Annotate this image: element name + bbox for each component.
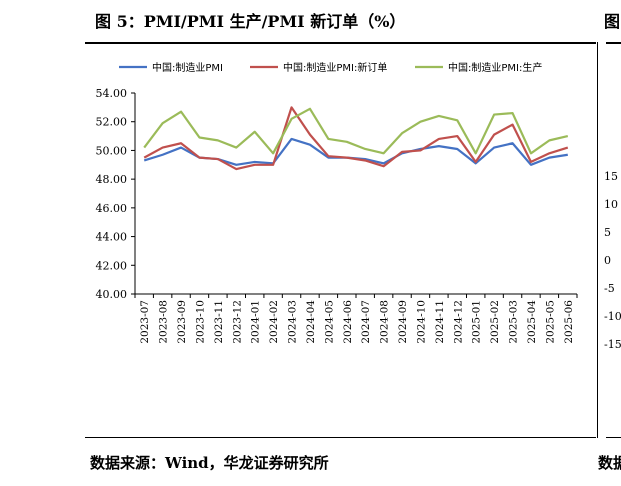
x-tick-label: 2023-12 [231, 300, 243, 344]
right-data-source-fragment: 数据 [598, 454, 621, 472]
x-tick-label: 2025-05 [544, 300, 556, 344]
series-line-3 [143, 107, 569, 155]
x-tick-label: 2023-11 [213, 300, 225, 344]
x-tick-label: 2024-06 [342, 300, 354, 344]
right-figure-title-fragment: 图 [604, 12, 621, 31]
pmi-line-chart: 中国:制造业PMI 中国:制造业PMI:新订单 中国:制造业PMI:生产 40.00… [96, 61, 578, 344]
x-tick-label: 2024-03 [287, 300, 299, 344]
x-tick-label: 2024-07 [360, 300, 372, 344]
x-axis: 2023-07 2023-08 2023-09 2023-10 2023-11 2023-… [134, 293, 578, 344]
y-tick-label: 50.00 [96, 144, 128, 157]
right-panel-tick-label: -15 [604, 338, 621, 351]
right-panel-tick-label: -10 [604, 310, 621, 323]
chart-legend: 中国:制造业PMI 中国:制造业PMI:新订单 中国:制造业PMI:生产 [119, 61, 542, 74]
y-tick-label: 52.00 [96, 116, 128, 129]
x-tick-label: 2024-08 [379, 300, 391, 344]
panel-divider [597, 42, 598, 438]
right-panel-tick-label: 15 [604, 170, 618, 183]
right-top-rule [606, 42, 621, 44]
x-tick-label: 2023-09 [176, 300, 188, 344]
x-tick-label: 2024-11 [434, 300, 446, 344]
right-panel-tick-label: 0 [604, 254, 611, 267]
legend-label-3: 中国:制造业PMI:生产 [448, 61, 542, 74]
right-panel-tick-label: 5 [604, 226, 611, 239]
figure-title: 图 5：PMI/PMI 生产/PMI 新订单（%） [95, 12, 406, 31]
series-line-2 [143, 106, 569, 171]
legend-label-1: 中国:制造业PMI [152, 61, 223, 74]
series-line-1 [143, 137, 568, 166]
x-tick-label: 2024-10 [415, 300, 427, 344]
x-tick-label: 2023-10 [194, 300, 206, 344]
x-tick-label: 2025-02 [489, 300, 501, 344]
y-tick-label: 46.00 [96, 202, 128, 215]
y-axis: 40.00 42.00 44.00 46.00 48.00 50.00 52.00 54.00 [96, 87, 136, 301]
right-panel-tick-label: -5 [604, 282, 615, 295]
series-lines [143, 106, 569, 171]
x-tick-label: 2025-01 [471, 300, 483, 344]
x-tick-label: 2024-04 [305, 300, 317, 344]
y-tick-label: 44.00 [96, 231, 128, 244]
x-tick-label: 2024-05 [323, 300, 335, 344]
x-tick-label: 2024-02 [268, 300, 280, 344]
right-panel-tick-label: 10 [604, 198, 618, 211]
top-rule [85, 42, 596, 44]
x-tick-label: 2024-09 [397, 300, 409, 344]
x-tick-label: 2025-06 [563, 300, 575, 344]
x-tick-label: 2023-07 [139, 300, 151, 344]
bottom-rule [85, 437, 596, 438]
y-tick-label: 48.00 [96, 173, 128, 186]
y-tick-label: 54.00 [96, 87, 128, 100]
y-tick-label: 40.00 [96, 288, 128, 301]
x-tick-label: 2023-08 [158, 300, 170, 344]
data-source: 数据来源：Wind，华龙证券研究所 [90, 454, 329, 472]
y-tick-label: 42.00 [96, 259, 128, 272]
right-bottom-rule [606, 437, 621, 438]
legend-label-2: 中国:制造业PMI:新订单 [283, 61, 387, 74]
x-tick-label: 2024-12 [452, 300, 464, 344]
x-tick-label: 2024-01 [250, 300, 262, 344]
x-tick-label: 2025-03 [508, 300, 520, 344]
x-tick-label: 2025-04 [526, 300, 538, 344]
